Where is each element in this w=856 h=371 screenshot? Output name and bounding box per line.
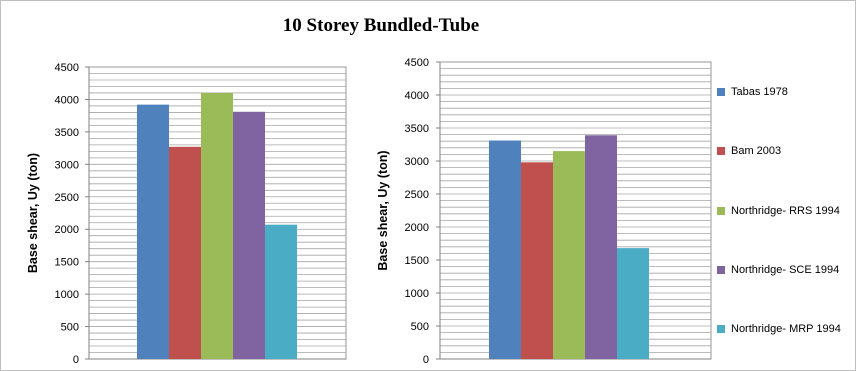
bar-northridge-rrs-1994 (201, 92, 233, 359)
y-axis-label: Base shear, Uy (ton) (26, 153, 40, 273)
y-tick-label: 1500 (55, 257, 79, 269)
legend-swatch (717, 207, 725, 215)
y-tick-label: 3000 (55, 159, 79, 171)
bar-tabas-1978 (489, 140, 521, 359)
legend-label: Northridge- RRS 1994 (731, 205, 840, 217)
bar-bam-2003 (521, 162, 553, 359)
bar-tabas-1978 (137, 104, 169, 359)
y-tick-label: 2500 (405, 189, 429, 201)
chart-title: 10 Storey Bundled-Tube (282, 15, 480, 36)
bar-bam-2003 (169, 146, 201, 359)
legend-label: Northridge- MRP 1994 (731, 323, 841, 335)
legend-swatch (717, 147, 725, 155)
y-tick-label: 3500 (405, 123, 429, 135)
y-tick-label: 4500 (405, 57, 429, 69)
y-tick-label: 2500 (55, 192, 79, 204)
y-tick-label: 1000 (55, 289, 79, 301)
y-tick-label: 4000 (55, 94, 79, 106)
y-axis-label: Base shear, Uy (ton) (376, 150, 390, 270)
legend-swatch (717, 88, 725, 96)
bar-northridge-mrp-1994 (265, 224, 297, 359)
legend-item: Tabas 1978 (717, 85, 788, 99)
y-tick-label: 0 (73, 354, 79, 366)
y-tick-label: 3000 (405, 156, 429, 168)
y-tick-label: 2000 (405, 222, 429, 234)
y-tick-label: 500 (411, 321, 429, 333)
bar-northridge-sce-1994 (233, 111, 265, 359)
bar-chart-2: 0 500 1000 1500 2000 2500 3000 3500 4000 4500 Base… (376, 57, 712, 366)
y-tick-label: 1500 (405, 255, 429, 267)
legend: Tabas 1978 Bam 2003 Northridge- RRS 1994 No… (717, 85, 855, 335)
y-tick-label: 0 (423, 354, 429, 366)
bar-chart-1: 0 500 1000 1500 2000 2500 3000 3500 4000 4500 Base… (26, 62, 347, 366)
legend-label: Bam 2003 (731, 145, 782, 157)
legend-label: Northridge- SCE 1994 (731, 264, 840, 276)
legend-item: Bam 2003 (717, 144, 781, 158)
y-tick-label: 1000 (405, 288, 429, 300)
y-tick-label: 4000 (405, 90, 429, 102)
legend-swatch (717, 266, 725, 274)
bar-northridge-mrp-1994 (617, 248, 649, 359)
legend-item: Northridge- SCE 1994 (717, 263, 839, 277)
legend-item: Northridge- RRS 1994 (717, 204, 840, 218)
legend-label: Tabas 1978 (731, 86, 788, 98)
y-tick-label: 2000 (55, 224, 79, 236)
bar-northridge-sce-1994 (585, 135, 617, 359)
legend-swatch (717, 325, 725, 333)
y-tick-label: 500 (61, 322, 79, 334)
legend-item: Northridge- MRP 1994 (717, 322, 841, 336)
y-tick-label: 4500 (55, 62, 79, 74)
y-tick-label: 3500 (55, 127, 79, 139)
bar-northridge-rrs-1994 (553, 151, 585, 359)
